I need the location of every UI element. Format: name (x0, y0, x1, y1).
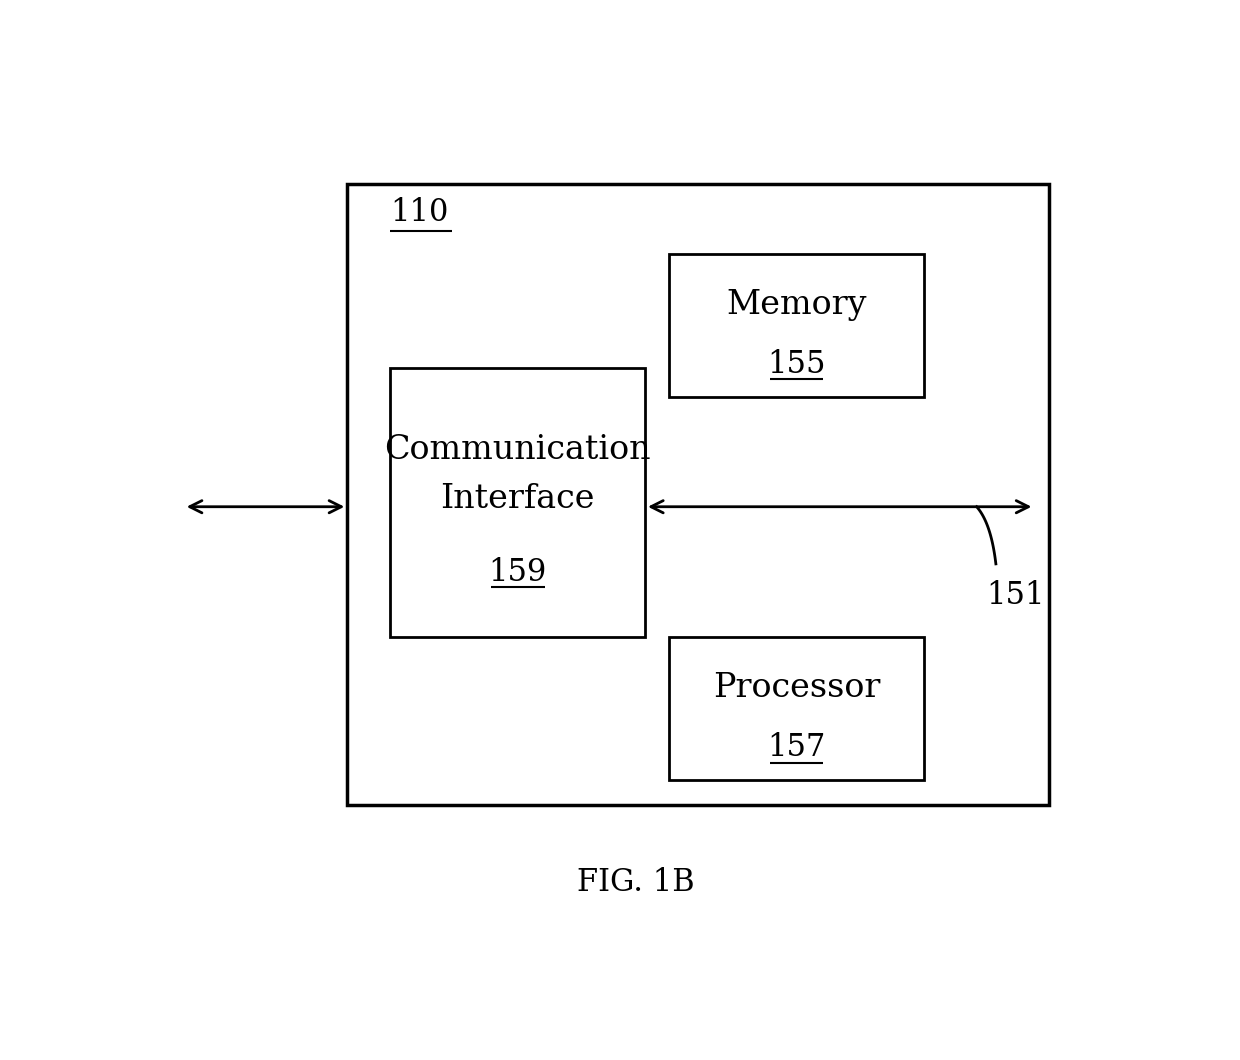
Text: Interface: Interface (440, 482, 595, 514)
Bar (670, 637, 924, 780)
Text: Processor: Processor (713, 672, 880, 704)
Text: 151: 151 (986, 580, 1045, 612)
Bar (391, 368, 645, 637)
Text: Memory: Memory (727, 288, 867, 321)
Text: 155: 155 (768, 349, 826, 379)
Text: 157: 157 (768, 732, 826, 763)
Bar (347, 184, 1049, 805)
Text: Communication: Communication (384, 434, 651, 465)
Text: 110: 110 (391, 197, 449, 228)
Bar (670, 253, 924, 396)
Text: FIG. 1B: FIG. 1B (577, 867, 694, 898)
Text: 159: 159 (489, 556, 547, 587)
